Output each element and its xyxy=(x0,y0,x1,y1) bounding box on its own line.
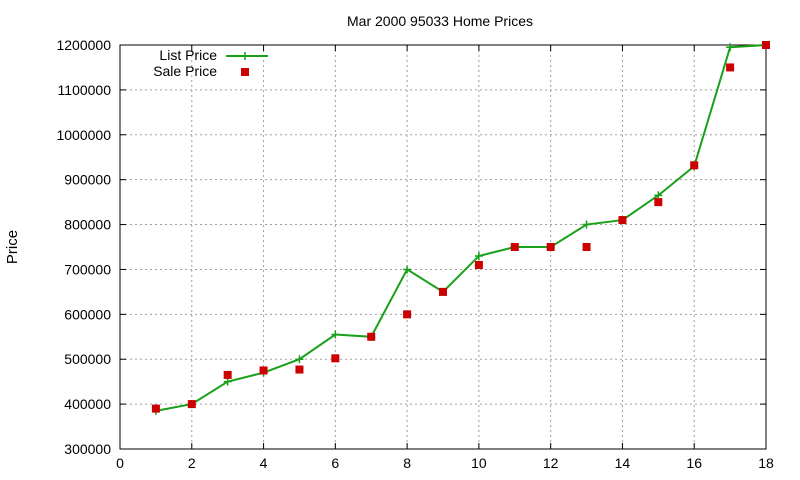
legend-label-list-price: List Price xyxy=(159,47,217,63)
list-price-point xyxy=(582,220,591,229)
y-tick-label: 1000000 xyxy=(56,127,111,143)
list-price-point xyxy=(403,265,412,274)
x-tick-label: 4 xyxy=(260,455,268,471)
plot-border xyxy=(119,44,767,450)
sale-price-point xyxy=(762,41,770,49)
sale-price-point xyxy=(331,354,340,363)
x-tick-label: 8 xyxy=(403,455,411,471)
y-tick-label: 700000 xyxy=(64,261,111,277)
x-tick-label: 12 xyxy=(543,455,559,471)
x-tick-label: 10 xyxy=(471,455,487,471)
list-price-point xyxy=(331,330,340,339)
sale-price-point xyxy=(690,161,699,170)
y-tick-label: 500000 xyxy=(64,351,111,367)
sale-price-point xyxy=(367,332,376,341)
sale-price-point xyxy=(474,260,483,269)
grid xyxy=(120,45,766,449)
list-price-point xyxy=(726,43,735,52)
list-price-point xyxy=(654,191,663,200)
y-tick-label: 800000 xyxy=(64,217,111,233)
chart-title: Mar 2000 95033 Home Prices xyxy=(347,13,533,29)
x-tick-label: 6 xyxy=(331,455,339,471)
x-tick-label: 14 xyxy=(615,455,631,471)
sale-price-point xyxy=(618,216,627,225)
y-tick-label: 300000 xyxy=(64,441,111,457)
sale-price-point xyxy=(582,243,591,251)
y-tick-label: 1200000 xyxy=(56,37,111,53)
legend-list-price-marker xyxy=(241,52,249,60)
tick-labels: 0 2 4 6 8 10 12 14 16 18 300000 400000 500000 600000 7… xyxy=(56,37,774,471)
list-price-point xyxy=(295,355,304,364)
list-price-point xyxy=(474,251,483,260)
sale-price-point xyxy=(546,243,555,251)
y-tick-label: 400000 xyxy=(64,396,111,412)
y-tick-label: 1100000 xyxy=(58,82,112,98)
x-tick-label: 0 xyxy=(116,455,124,471)
sale-price-point xyxy=(726,63,735,72)
legend: List Price Sale Price xyxy=(153,47,268,79)
sale-price-point xyxy=(510,243,519,251)
y-axis-label: Price xyxy=(4,230,21,264)
sale-price-point xyxy=(223,370,232,379)
x-tick-label: 16 xyxy=(686,455,702,471)
axis-ticks xyxy=(119,44,767,450)
sale-price-point xyxy=(439,287,447,296)
sale-price-point xyxy=(295,365,304,374)
legend-sale-price-marker xyxy=(241,68,249,76)
x-tick-label: 2 xyxy=(188,455,196,471)
sale-price-point xyxy=(187,400,196,409)
sale-price-point xyxy=(654,198,663,207)
list-price-point xyxy=(223,377,232,386)
x-tick-label: 18 xyxy=(758,455,774,471)
sale-price-point xyxy=(403,310,412,319)
list-price-line xyxy=(155,44,767,412)
sale-price-point xyxy=(259,366,268,375)
series xyxy=(151,41,770,415)
y-tick-label: 600000 xyxy=(64,306,111,322)
sale-price-point xyxy=(151,404,160,413)
y-tick-label: 900000 xyxy=(64,172,111,188)
legend-label-sale-price: Sale Price xyxy=(153,63,217,79)
